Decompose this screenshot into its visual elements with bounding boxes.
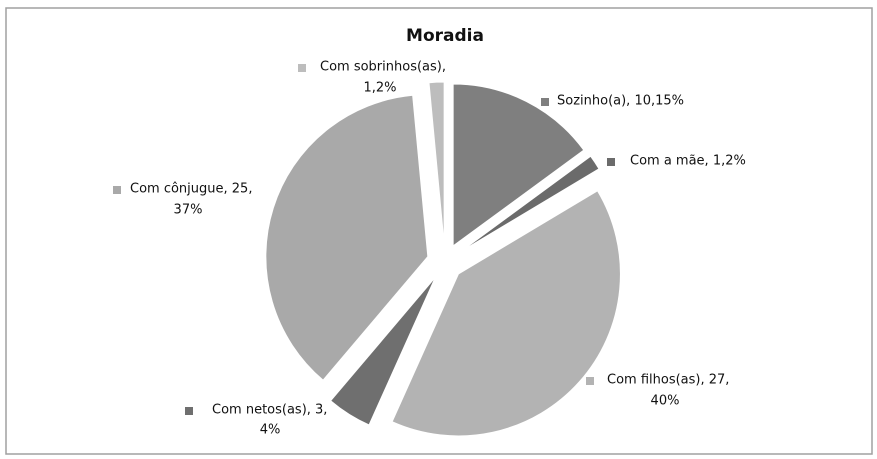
legend-marker xyxy=(541,98,549,106)
data-label: Sozinho(a), 10,15% xyxy=(557,94,684,109)
data-label: Com a mãe, 1,2% xyxy=(630,154,746,169)
legend-marker xyxy=(185,407,193,415)
data-label: Com sobrinhos(as), xyxy=(320,60,446,75)
legend-marker xyxy=(586,377,594,385)
data-label: 1,2% xyxy=(363,81,396,96)
pie-slice xyxy=(265,94,429,381)
pie-slice xyxy=(391,190,621,437)
legend-marker xyxy=(607,158,615,166)
data-label: 4% xyxy=(260,423,281,438)
data-label: 37% xyxy=(174,203,203,218)
data-label: 40% xyxy=(651,394,680,409)
data-label: Com filhos(as), 27, xyxy=(607,373,729,388)
chart-title: Moradia xyxy=(406,26,484,46)
pie-slice xyxy=(452,83,585,247)
legend-marker xyxy=(113,186,121,194)
pie-slice xyxy=(428,81,445,245)
pie-slice xyxy=(459,155,600,253)
data-label: Com netos(as), 3, xyxy=(212,403,327,418)
pie-slice xyxy=(329,276,436,426)
data-label: Com cônjugue, 25, xyxy=(130,182,252,197)
legend-marker xyxy=(298,64,306,72)
